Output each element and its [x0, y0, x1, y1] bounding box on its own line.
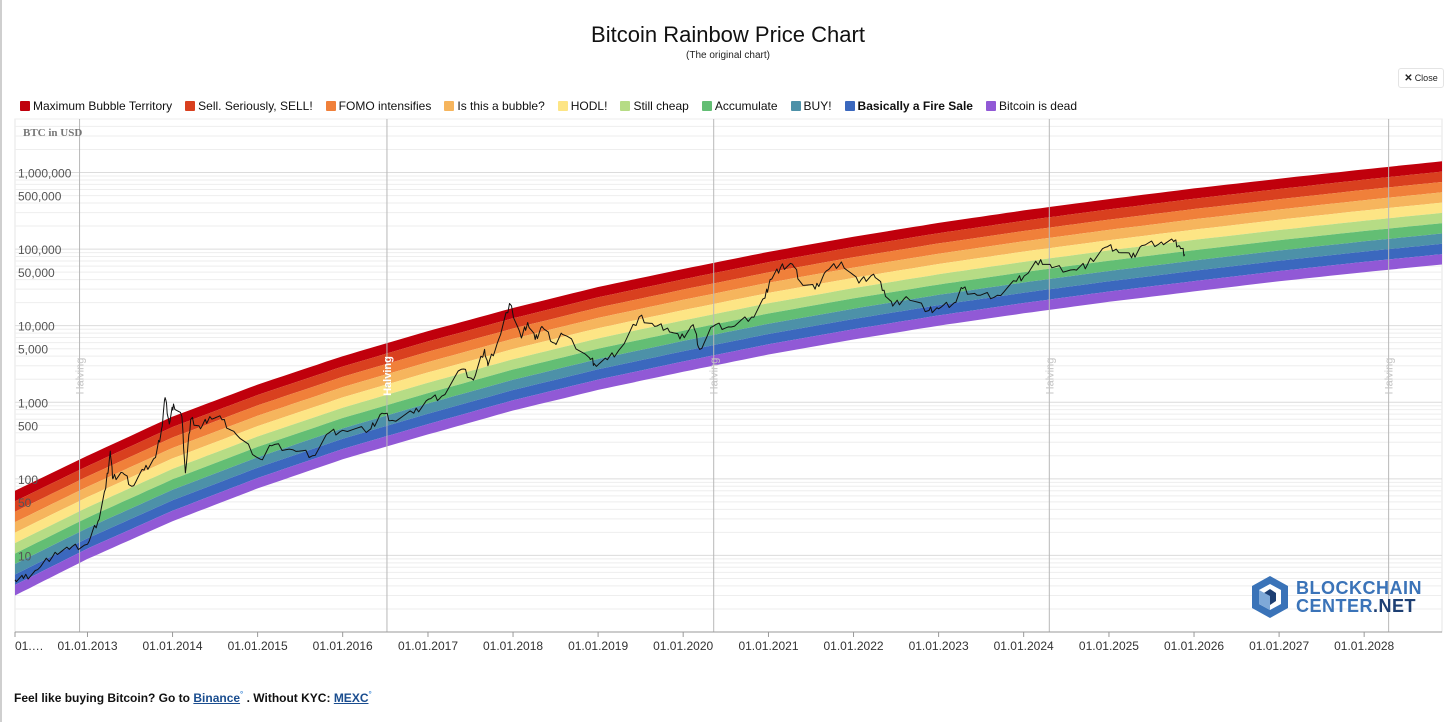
- legend-item-bitcoin-is-dead[interactable]: Bitcoin is dead: [985, 99, 1077, 113]
- halving-label: Halving: [1384, 358, 1396, 395]
- legend-item-is-this-a-bubble[interactable]: Is this a bubble?: [444, 99, 545, 113]
- y-ticks: 1,000,000 500,000 100,000 50,000 10,000 5,000…: [18, 167, 72, 564]
- y-tick-label: 50: [18, 496, 32, 510]
- y-tick-label: 1,000,000: [18, 167, 72, 181]
- x-tick-label: 01.01.2023: [909, 639, 969, 653]
- x-tick-label: 01.01.2014: [143, 639, 203, 653]
- legend-item-maximum-bubble-territory[interactable]: Maximum Bubble Territory: [20, 99, 172, 113]
- legend-item-buy[interactable]: BUY!: [790, 99, 832, 113]
- close-button[interactable]: ✕ Close: [1398, 68, 1444, 88]
- halving-label: Halving: [709, 358, 721, 395]
- legend: Maximum Bubble Territory Sell. Seriously,…: [20, 97, 1090, 115]
- x-tick-label: 01.01.2016: [313, 639, 373, 653]
- footer: Feel like buying Bitcoin? Go to Binance°…: [14, 690, 372, 705]
- legend-swatch: [701, 101, 712, 111]
- y-tick-label: 100,000: [18, 243, 62, 257]
- cube-logo-icon: [1252, 576, 1288, 618]
- y-tick-label: 500,000: [18, 190, 62, 204]
- legend-label: Is this a bubble?: [457, 99, 545, 113]
- binance-link[interactable]: Binance: [193, 691, 241, 705]
- x-tick-label: 01.01.2024: [994, 639, 1054, 653]
- legend-label: BUY!: [803, 99, 832, 113]
- legend-swatch: [844, 101, 855, 111]
- y-tick-label: 1,000: [18, 396, 48, 410]
- x-tick-label: 01.01.2025: [1079, 639, 1139, 653]
- footer-prefix: Feel like buying Bitcoin? Go to: [14, 691, 191, 705]
- legend-swatch: [985, 101, 996, 111]
- y-tick-label: 10,000: [18, 320, 55, 334]
- y-tick-label: 10: [18, 549, 32, 563]
- logo-net: .NET: [1373, 596, 1417, 616]
- legend-label: HODL!: [570, 99, 608, 113]
- halving-label: Halving: [1044, 358, 1056, 395]
- legend-label: Sell. Seriously, SELL!: [198, 99, 313, 113]
- x-tick-label: 01.01.2015: [228, 639, 288, 653]
- x-tick-label: 01.01.2028: [1334, 639, 1394, 653]
- legend-swatch: [185, 101, 196, 111]
- legend-swatch: [790, 101, 801, 111]
- x-tick-label: 01.…: [15, 639, 44, 653]
- x-tick-label: 01.01.2019: [568, 639, 628, 653]
- x-tick-label: 01.01.2013: [57, 639, 117, 653]
- legend-swatch: [444, 101, 455, 111]
- halving-label: Halving: [382, 356, 394, 396]
- legend-item-sell-seriously-sell[interactable]: Sell. Seriously, SELL!: [185, 99, 313, 113]
- legend-label: Bitcoin is dead: [998, 99, 1077, 113]
- legend-swatch: [557, 101, 568, 111]
- close-label: Close: [1414, 73, 1438, 83]
- x-tick-label: 01.01.2026: [1164, 639, 1224, 653]
- x-ticks: 01.… 01.01.2013 01.01.2014 01.01.2015 01.01.…: [14, 632, 1395, 653]
- legend-label: Accumulate: [714, 99, 778, 113]
- blockchaincenter-logo: BLOCKCHAIN CENTER.NET: [1250, 574, 1422, 620]
- legend-swatch: [620, 101, 631, 111]
- x-tick-label: 01.01.2027: [1249, 639, 1309, 653]
- chart-title: Bitcoin Rainbow Price Chart: [591, 22, 865, 47]
- halving-label: Halving: [75, 358, 87, 395]
- logo-center: CENTER: [1296, 596, 1374, 616]
- x-tick-label: 01.01.2018: [483, 639, 543, 653]
- legend-swatch: [20, 101, 30, 111]
- legend-item-basically-a-fire-sale[interactable]: Basically a Fire Sale: [844, 99, 973, 113]
- price-line: [14, 238, 1186, 583]
- legend-item-fomo-intensifies[interactable]: FOMO intensifies: [325, 99, 432, 113]
- x-tick-label: 01.01.2020: [653, 639, 713, 653]
- legend-label: Basically a Fire Sale: [857, 99, 973, 113]
- legend-swatch: [325, 101, 336, 111]
- mexc-mark: °: [368, 690, 372, 699]
- legend-label: Maximum Bubble Territory: [33, 99, 173, 113]
- legend-label: FOMO intensifies: [338, 99, 432, 113]
- legend-item-accumulate[interactable]: Accumulate: [701, 99, 778, 113]
- chart-subtitle: (The original chart): [686, 50, 770, 61]
- x-tick-label: 01.01.2021: [738, 639, 798, 653]
- footer-middle: . Without KYC:: [246, 691, 331, 705]
- y-tick-label: 50,000: [18, 266, 55, 280]
- close-icon: ✕: [1404, 72, 1413, 84]
- x-tick-label: 01.01.2017: [398, 639, 458, 653]
- logo-line1: BLOCKCHAIN: [1296, 578, 1422, 598]
- left-border: [0, 0, 2, 722]
- legend-item-hodl[interactable]: HODL!: [557, 99, 608, 113]
- y-tick-label: 100: [18, 473, 38, 487]
- halvings: Halving Halving Halving Halving Halving: [75, 119, 1396, 632]
- legend-label: Still cheap: [633, 99, 689, 113]
- y-axis-title: BTC in USD: [23, 127, 82, 139]
- mexc-link[interactable]: MEXC: [333, 691, 369, 705]
- logo-line2: CENTER.NET: [1296, 597, 1422, 615]
- x-tick-label: 01.01.2022: [824, 639, 884, 653]
- binance-mark: °: [240, 690, 244, 699]
- legend-item-still-cheap[interactable]: Still cheap: [620, 99, 689, 113]
- y-tick-label: 5,000: [18, 343, 48, 357]
- y-tick-label: 500: [18, 419, 38, 433]
